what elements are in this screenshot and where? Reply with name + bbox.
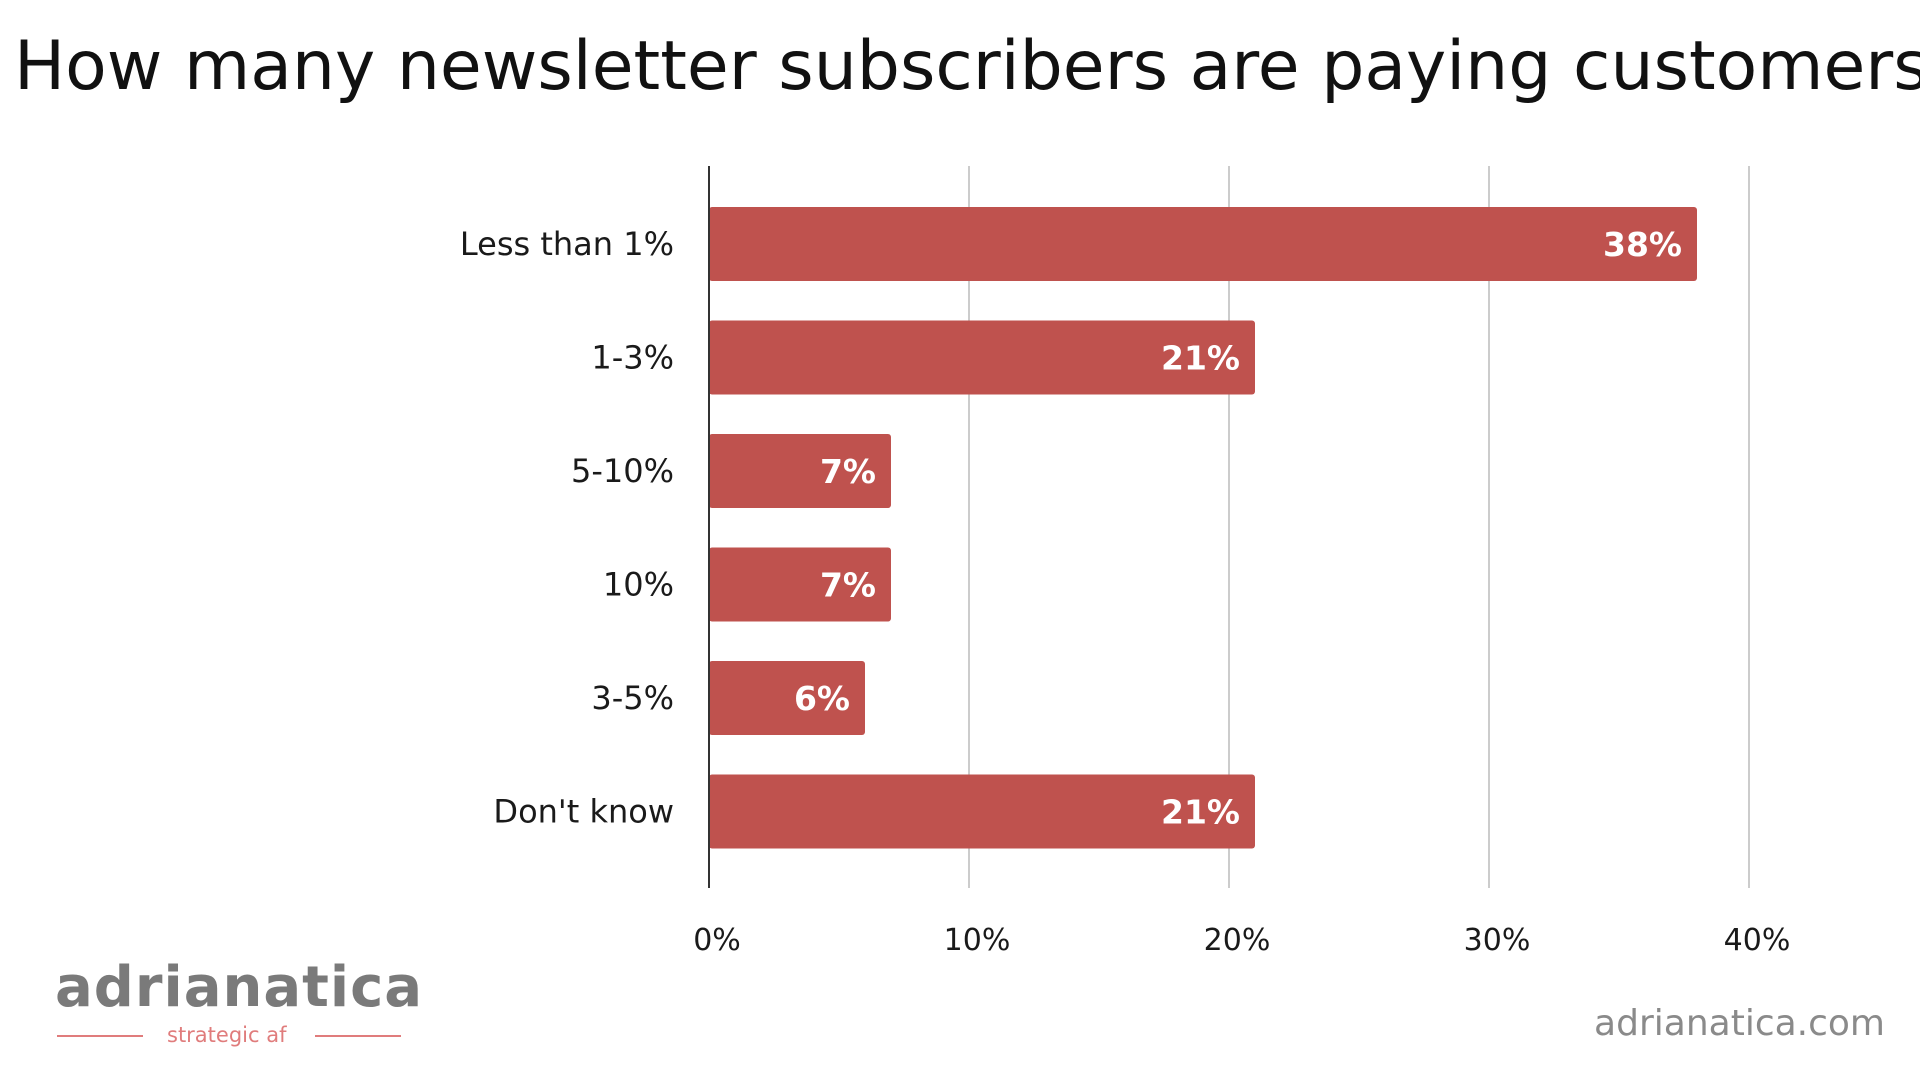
brand-logo: adrianatica strategic af	[55, 955, 422, 1047]
chart-title: How many newsletter subscribers are payi…	[14, 27, 1920, 106]
category-label-2: 5-10%	[571, 452, 674, 490]
x-tick-label-0: 0%	[693, 923, 741, 958]
site-url: adrianatica.com	[1594, 1003, 1885, 1044]
category-label-3: 10%	[603, 566, 674, 604]
value-label-5: 21%	[1161, 793, 1240, 832]
value-label-3: 7%	[820, 566, 876, 605]
value-label-1: 21%	[1161, 339, 1240, 378]
x-tick-label-3: 30%	[1464, 923, 1531, 958]
logo-wordmark: adrianatica	[55, 955, 424, 1020]
value-label-2: 7%	[820, 452, 876, 491]
bar-4	[709, 661, 865, 735]
logo-tagline: strategic af	[167, 1023, 287, 1047]
value-label-4: 6%	[794, 679, 850, 718]
category-label-1: 1-3%	[591, 339, 674, 377]
value-label-0: 38%	[1603, 225, 1682, 264]
category-label-4: 3-5%	[591, 679, 674, 717]
x-tick-label-2: 20%	[1204, 923, 1271, 958]
category-label-5: Don't know	[493, 793, 674, 831]
x-tick-label-4: 40%	[1724, 923, 1791, 958]
logo-rule-left	[57, 1035, 143, 1037]
x-tick-label-1: 10%	[944, 923, 1011, 958]
logo-rule-right	[315, 1035, 401, 1037]
bar-5	[709, 774, 1255, 849]
category-label-0: Less than 1%	[460, 225, 674, 263]
bar-3	[709, 547, 891, 622]
bar-2	[709, 434, 891, 508]
bar-0	[709, 207, 1697, 281]
bar-1	[709, 320, 1255, 395]
